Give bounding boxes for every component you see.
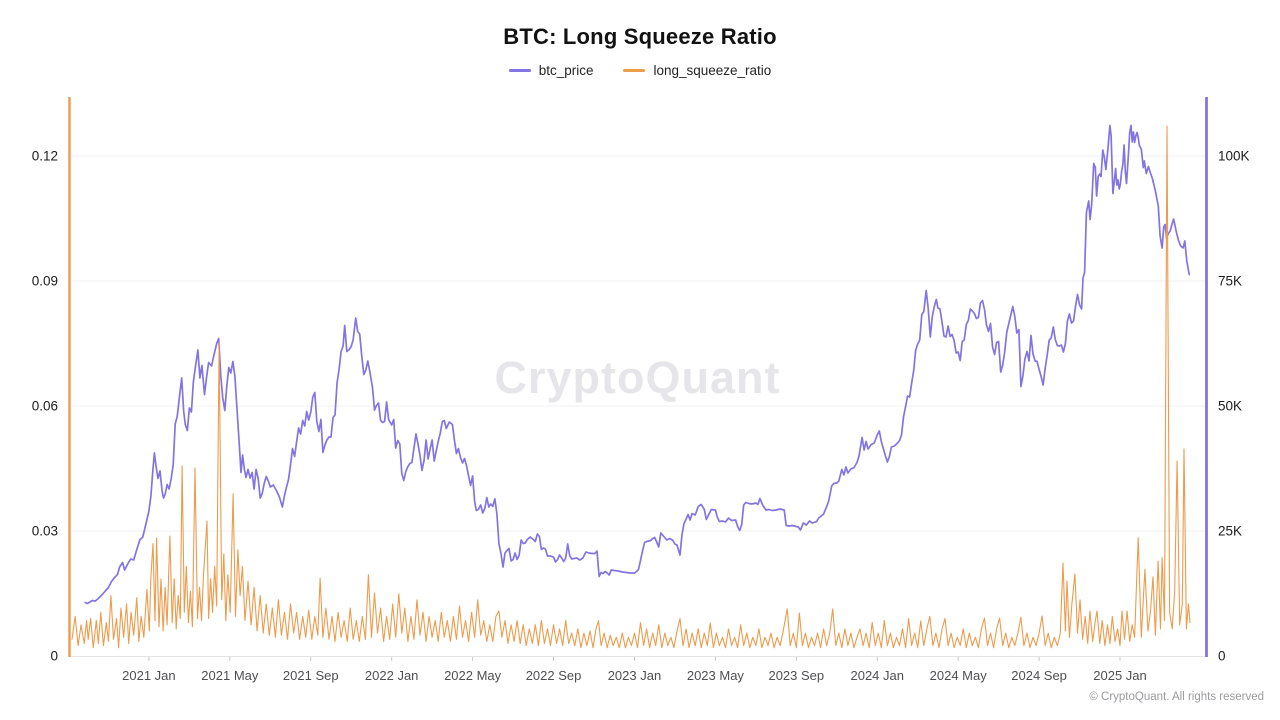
x-tick-label: 2025 Jan xyxy=(1093,668,1147,683)
legend-item-btc-price[interactable]: btc_price xyxy=(508,63,594,78)
right-axis-tick-label: 50K xyxy=(1218,399,1242,414)
x-tick-label: 2022 Jan xyxy=(365,668,419,683)
x-tick-label: 2024 Jan xyxy=(850,668,904,683)
x-tick-label: 2022 May xyxy=(444,668,502,683)
right-axis-tick-label: 100K xyxy=(1218,149,1250,164)
x-tick-label: 2023 May xyxy=(687,668,745,683)
x-tick-label: 2021 May xyxy=(201,668,259,683)
x-tick-label: 2021 Jan xyxy=(122,668,176,683)
legend: btc_price long_squeeze_ratio xyxy=(0,63,1280,78)
page-title: BTC: Long Squeeze Ratio xyxy=(503,24,777,49)
right-axis-tick-label: 0 xyxy=(1218,649,1226,664)
btc-price-swatch-icon xyxy=(508,69,531,72)
x-tick-label: 2021 Sep xyxy=(283,668,339,683)
btc-price-line xyxy=(84,124,1191,605)
right-axis-tick-label: 75K xyxy=(1218,274,1242,289)
legend-label-long-squeeze-ratio: long_squeeze_ratio xyxy=(653,63,772,78)
left-axis-tick-label: 0.03 xyxy=(32,524,58,539)
legend-label-btc-price: btc_price xyxy=(538,63,594,78)
legend-item-long-squeeze-ratio[interactable]: long_squeeze_ratio xyxy=(623,63,771,78)
x-tick-label: 2024 May xyxy=(930,668,988,683)
right-axis-tick-label: 25K xyxy=(1218,524,1242,539)
long-squeeze-ratio-line xyxy=(71,125,1191,649)
x-tick-label: 2023 Sep xyxy=(768,668,824,683)
x-tick-label: 2022 Sep xyxy=(526,668,582,683)
left-axis-tick-label: 0.09 xyxy=(32,274,58,289)
long-squeeze-ratio-swatch-icon xyxy=(623,69,646,72)
left-axis-tick-label: 0.12 xyxy=(32,149,58,164)
x-tick-label: 2023 Jan xyxy=(608,668,662,683)
x-tick-label: 2024 Sep xyxy=(1011,668,1067,683)
left-axis-tick-label: 0.06 xyxy=(32,399,58,414)
copyright-note: © CryptoQuant. All rights reserved xyxy=(1089,691,1264,703)
left-axis-tick-label: 0 xyxy=(50,649,58,664)
